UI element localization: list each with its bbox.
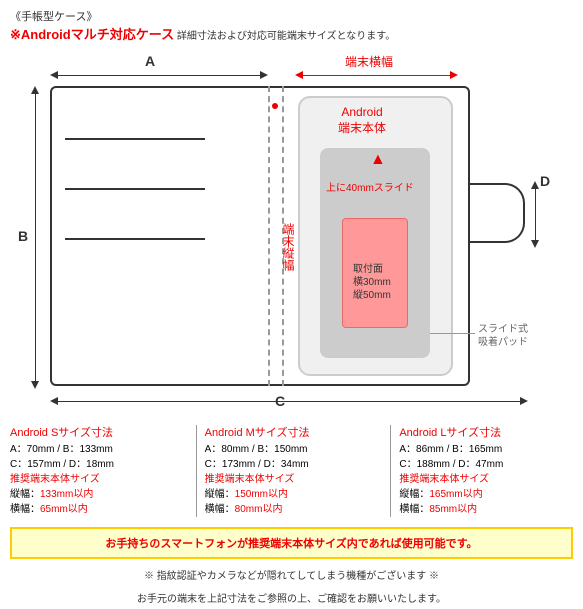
- label-a: A: [145, 53, 155, 69]
- size-m: Android Mサイズ寸法 A：80mm / B：150mm C：173mm …: [196, 425, 379, 517]
- label-b: B: [18, 228, 28, 244]
- size-l: Android Lサイズ寸法 A：86mm / B：165mm C：188mm …: [390, 425, 573, 517]
- size-table: Android Sサイズ寸法 A：70mm / B：133mm C：157mm …: [0, 419, 583, 523]
- pad-label: スライド式吸着パッド: [478, 323, 528, 349]
- slide-label: 上に40mmスライド: [326, 179, 414, 194]
- main-title: ※Androidマルチ対応ケース 詳細寸法および対応可能端末サイズとなります。: [10, 24, 573, 43]
- size-s: Android Sサイズ寸法 A：70mm / B：133mm C：157mm …: [10, 425, 184, 517]
- strap-tab: [470, 183, 525, 243]
- footnote-1: ※ 指紋認証やカメラなどが隠れてしてしまう機種がございます ※: [0, 563, 583, 586]
- subtitle: 《手帳型ケース》: [10, 8, 573, 24]
- label-width: 端末横幅: [345, 53, 393, 70]
- label-d: D: [540, 173, 550, 189]
- mount-label: 取付面横30mm縦50mm: [353, 263, 391, 302]
- label-height: 端末縦幅: [280, 223, 297, 271]
- case-diagram: A 端末横幅 B Android端末本体 上に40mmスライド ▲ 取付面横30…: [10, 53, 573, 413]
- notice: お手持ちのスマートフォンが推奨端末本体サイズ内であれば使用可能です。: [10, 527, 573, 559]
- footnote-2: お手元の端末を上記寸法をご参照の上、ご確認をお願いいたします。: [0, 586, 583, 609]
- android-label: Android端末本体: [338, 105, 386, 136]
